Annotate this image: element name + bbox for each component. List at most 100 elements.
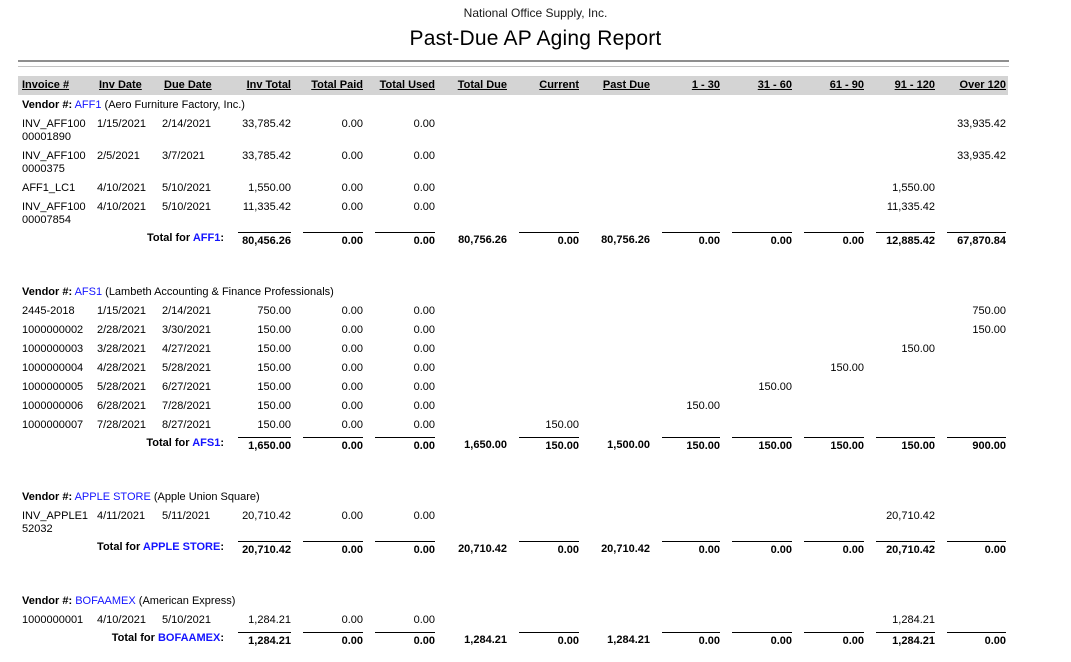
vendor-code-link[interactable]: AFF1 <box>74 99 102 111</box>
cell-current: 150.00 <box>545 419 579 431</box>
vendor-heading: Vendor #: APPLE STORE (Apple Union Squar… <box>18 467 1008 507</box>
cell-b91_120 <box>866 378 937 397</box>
total-prefix-label: Total for <box>146 232 191 244</box>
cell-total_paid: 0.00 <box>341 150 363 162</box>
total-cell-b1_30: 0.00 <box>652 630 722 652</box>
cell-current <box>509 611 581 630</box>
cell-total_due <box>437 321 509 340</box>
cell-past_due <box>581 179 652 198</box>
total-cell-total_due: 20,710.42 <box>437 539 509 561</box>
cell-total_paid: 0.00 <box>341 510 363 522</box>
vendor-code-link[interactable]: BOFAAMEX <box>75 595 136 607</box>
total-cell-current: 0.00 <box>509 539 581 561</box>
cell-current <box>509 359 581 378</box>
total-value: 0.00 <box>804 541 864 557</box>
invoice-row: 2445-2018 1/15/2021 2/14/2021 750.00 0.00 0.0… <box>18 302 1008 321</box>
vendor-heading: Vendor #: AFF1 (Aero Furniture Factory, … <box>18 95 1008 115</box>
vendor-code-link[interactable]: AFF1 <box>192 232 221 244</box>
total-cell-total_due: 1,650.00 <box>437 435 509 457</box>
cell-total_used: 0.00 <box>413 324 435 336</box>
cell-total_paid: 0.00 <box>341 381 363 393</box>
total-value: 150.00 <box>519 437 579 453</box>
column-header-b1_30: 1 - 30 <box>652 76 722 95</box>
column-header-current: Current <box>509 76 581 95</box>
invoice-row: 1000000007 7/28/2021 8/27/2021 150.00 0.00 0.… <box>18 416 1008 435</box>
column-header-past_due: Past Due <box>581 76 652 95</box>
cell-invoice: INV_AFF1000000375 <box>22 150 86 175</box>
cell-over_120 <box>937 507 1008 539</box>
cell-total_paid: 0.00 <box>341 419 363 431</box>
cell-b91_120 <box>866 321 937 340</box>
total-cell-total_paid: 0.00 <box>293 435 365 457</box>
cell-b91_120: 150.00 <box>901 343 935 355</box>
cell-b1_30 <box>652 198 722 230</box>
cell-inv_total: 33,785.42 <box>242 118 291 130</box>
cell-inv_date: 4/28/2021 <box>97 362 146 374</box>
cell-b91_120 <box>866 302 937 321</box>
cell-total_paid: 0.00 <box>341 201 363 213</box>
vendor-prefix-label: Vendor #: <box>22 99 73 111</box>
cell-b61_90 <box>794 378 866 397</box>
cell-due_date: 2/14/2021 <box>162 118 211 130</box>
total-value: 150.00 <box>804 437 864 453</box>
cell-total_paid: 0.00 <box>341 324 363 336</box>
cell-b31_60 <box>722 115 794 147</box>
cell-inv_total: 150.00 <box>257 400 291 412</box>
cell-total_used: 0.00 <box>413 614 435 626</box>
total-value: 20,710.42 <box>601 543 650 555</box>
cell-over_120: 150.00 <box>972 324 1006 336</box>
vendor-code-link[interactable]: AFS1 <box>74 286 103 298</box>
cell-b61_90 <box>794 179 866 198</box>
total-value: 1,284.21 <box>876 632 935 648</box>
total-value: 0.00 <box>947 541 1006 557</box>
cell-invoice: 1000000003 <box>22 343 84 355</box>
cell-b1_30 <box>652 378 722 397</box>
total-value: 0.00 <box>662 541 720 557</box>
section-gap <box>18 252 1008 262</box>
cell-b1_30 <box>652 179 722 198</box>
column-header-total_due: Total Due <box>437 76 509 95</box>
cell-past_due <box>581 378 652 397</box>
cell-b91_120 <box>866 359 937 378</box>
cell-current <box>509 397 581 416</box>
page-title: Past-Due AP Aging Report <box>409 27 662 50</box>
vendor-name: (Aero Furniture Factory, Inc.) <box>104 99 245 111</box>
cell-due_date: 5/11/2021 <box>162 510 211 522</box>
vendor-code-link[interactable]: APPLE STORE <box>142 541 221 553</box>
vendor-code-link[interactable]: APPLE STORE <box>74 491 151 503</box>
cell-past_due <box>581 416 652 435</box>
cell-inv_date: 1/15/2021 <box>97 305 146 317</box>
total-value: 20,710.42 <box>876 541 935 557</box>
total-cell-total_used: 0.00 <box>365 630 437 652</box>
total-cell-b91_120: 1,284.21 <box>866 630 937 652</box>
cell-past_due <box>581 302 652 321</box>
total-cell-b91_120: 20,710.42 <box>866 539 937 561</box>
header-row: Invoice # Inv Date Due Date Inv Total Total … <box>18 76 1008 95</box>
total-value: 0.00 <box>732 541 792 557</box>
vendor-row: Vendor #: AFF1 (Aero Furniture Factory, … <box>18 95 1008 115</box>
total-cell-current: 150.00 <box>509 435 581 457</box>
total-value: 1,284.21 <box>238 632 291 648</box>
total-value: 0.00 <box>303 632 363 648</box>
invoice-row: INV_APPLE152032 4/11/2021 5/11/2021 20,710.… <box>18 507 1008 539</box>
cell-past_due <box>581 340 652 359</box>
cell-total_paid: 0.00 <box>341 182 363 194</box>
total-prefix-label: Total for <box>97 541 141 553</box>
cell-total_used: 0.00 <box>413 400 435 412</box>
total-value: 0.00 <box>519 541 579 557</box>
title-divider <box>18 60 1009 67</box>
cell-due_date: 5/10/2021 <box>162 182 211 194</box>
total-value: 0.00 <box>662 232 720 248</box>
section-gap <box>18 457 1008 467</box>
cell-total_paid: 0.00 <box>341 400 363 412</box>
total-value: 80,456.26 <box>238 232 291 248</box>
vendor-code-link[interactable]: BOFAAMEX <box>157 632 221 644</box>
total-cell-current: 0.00 <box>509 630 581 652</box>
vendor-code-link[interactable]: AFS1 <box>192 437 221 449</box>
column-header-b91_120: 91 - 120 <box>866 76 937 95</box>
cell-total_due <box>437 179 509 198</box>
column-header-b61_90: 61 - 90 <box>794 76 866 95</box>
total-cell-over_120: 67,870.84 <box>937 230 1008 252</box>
cell-over_120 <box>937 340 1008 359</box>
total-cell-b91_120: 12,885.42 <box>866 230 937 252</box>
